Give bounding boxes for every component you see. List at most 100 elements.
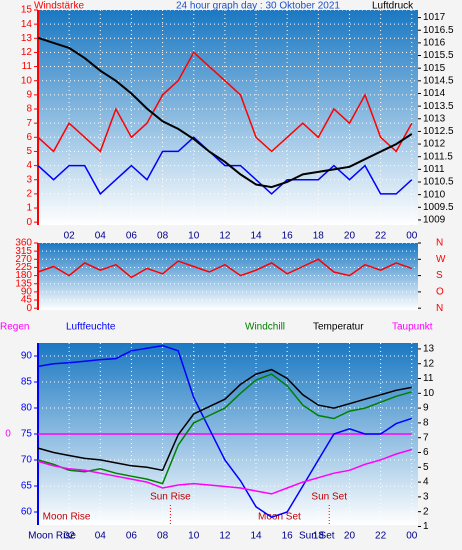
y2-tick-label: 9 <box>423 403 429 414</box>
x-tick-label: 14 <box>250 531 262 542</box>
x-tick-label: 02 <box>64 231 76 242</box>
x-tick-label: 02 <box>64 531 76 542</box>
y2-tick-label: O <box>436 287 444 298</box>
x-tick-label: 22 <box>375 231 387 242</box>
series-line <box>37 136 413 196</box>
bottom-annotation: Moon Rise <box>28 531 76 542</box>
y-tick-label: 3 <box>26 174 32 185</box>
annotation: Sun Rise <box>150 492 191 503</box>
y2-tick-label: 1012.5 <box>423 126 454 137</box>
y2-tick-label: 1011.5 <box>423 151 453 162</box>
y2-tick-label: 1014 <box>423 88 446 99</box>
x-tick-label: 08 <box>157 231 169 242</box>
x-tick-label: 10 <box>188 531 200 542</box>
y2-tick-label: 1012 <box>423 139 446 150</box>
y2-tick-label: 1013.5 <box>423 101 454 112</box>
y-tick-label: 135 <box>15 278 32 289</box>
y2-tick-label: 1010.5 <box>423 177 454 188</box>
y-tick-label: 7 <box>26 118 32 129</box>
x-tick-label: 08 <box>157 531 169 542</box>
y-tick-label: 14 <box>21 19 33 30</box>
y2-tick-label: 4 <box>423 477 429 488</box>
y-tick-label: 11 <box>22 61 33 72</box>
x-tick-label: 04 <box>95 531 107 542</box>
y2-tick-label: 7 <box>423 432 429 443</box>
y2-tick-label: 1016 <box>423 38 446 49</box>
y-tick-label: 45 <box>21 295 33 306</box>
annotation: Moon Set <box>258 512 301 523</box>
y2-tick-label: 1009 <box>423 215 446 226</box>
y-tick-label: 5 <box>26 146 32 157</box>
legend-entry: Windchill <box>245 322 285 333</box>
y2-tick-label: 1014.5 <box>423 75 454 86</box>
y2-tick-label: 8 <box>423 418 429 429</box>
y2-tick-label: W <box>436 254 446 265</box>
x-tick-label: 12 <box>219 231 231 242</box>
legend-entry: Taupunkt <box>392 322 433 333</box>
y2-tick-label: 1015.5 <box>423 50 454 61</box>
y-tick-label: 2 <box>26 189 32 200</box>
y-tick-label: 10 <box>21 75 33 86</box>
y2-tick-label: 5 <box>423 462 429 473</box>
y-tick-label: 12 <box>21 47 33 58</box>
x-tick-label: 20 <box>344 531 356 542</box>
series-line <box>37 36 413 189</box>
x-tick-label: 18 <box>313 231 325 242</box>
legend-entry: Regen <box>0 322 29 333</box>
y-tick-label: 60 <box>21 507 33 518</box>
x-tick-label: 14 <box>250 231 262 242</box>
y-tick-label: 1 <box>26 203 32 214</box>
y2-tick-label: 1011 <box>423 164 445 175</box>
series-line <box>37 373 413 485</box>
y2-tick-label: 11 <box>423 373 434 384</box>
y-tick-label: 0 <box>26 217 32 228</box>
y-tick-label: 85 <box>21 377 33 388</box>
y2-tick-label: 13 <box>423 344 435 355</box>
y-tick-label: 270 <box>15 254 32 265</box>
y2-tick-label: 1 <box>423 521 429 532</box>
y-tick-label: 70 <box>21 455 33 466</box>
y-tick-label: 315 <box>15 246 32 257</box>
bottom-annotation: Sun Set <box>299 531 335 542</box>
y-tick-label: 180 <box>15 270 32 281</box>
x-tick-label: 22 <box>375 531 387 542</box>
y-axis-label: Windstärke <box>34 1 84 12</box>
y-tick-label: 13 <box>21 33 33 44</box>
y2-tick-label: 1017 <box>423 12 446 23</box>
y-tick-label: 6 <box>26 132 32 143</box>
y2-tick-label: N <box>436 238 443 249</box>
y2-tick-label: 12 <box>423 358 435 369</box>
y2-tick-label: 3 <box>423 492 429 503</box>
x-tick-label: 18 <box>313 531 325 542</box>
annotation: Moon Rise <box>43 512 91 523</box>
y2-tick-label: N <box>436 303 443 314</box>
x-tick-label: 10 <box>188 231 200 242</box>
y2-tick-label: 1010 <box>423 189 446 200</box>
y2-tick-label: 1016.5 <box>423 25 454 36</box>
y2-tick-label: 2 <box>423 506 429 517</box>
annotation: Sun Set <box>311 492 347 503</box>
series-line <box>37 258 413 279</box>
x-tick-label: 06 <box>126 531 138 542</box>
y-tick-label: 9 <box>26 90 32 101</box>
y-tick-label: 75 <box>21 429 33 440</box>
y-tick-label: 360 <box>15 238 32 249</box>
y2-axis-label: Luftdruck <box>372 1 414 12</box>
chart-title: 24 hour graph day : 30 Oktober 2021 <box>176 1 340 12</box>
y-tick-label: 90 <box>21 351 33 362</box>
y3-tick-label: 0 <box>5 429 11 440</box>
y2-tick-label: 1013 <box>423 113 446 124</box>
series-line <box>37 51 413 153</box>
y2-tick-label: S <box>436 270 443 281</box>
x-tick-label: 12 <box>219 531 231 542</box>
plot-area <box>38 10 418 225</box>
y-tick-label: 15 <box>21 5 33 16</box>
x-tick-label: 20 <box>344 231 356 242</box>
legend-entry: Temperatur <box>313 322 364 333</box>
series-line <box>37 344 413 519</box>
series-line <box>37 368 412 472</box>
y-tick-label: 0 <box>26 303 32 314</box>
legend-entry: Luftfeuchte <box>66 322 116 333</box>
y-tick-label: 225 <box>15 262 32 273</box>
